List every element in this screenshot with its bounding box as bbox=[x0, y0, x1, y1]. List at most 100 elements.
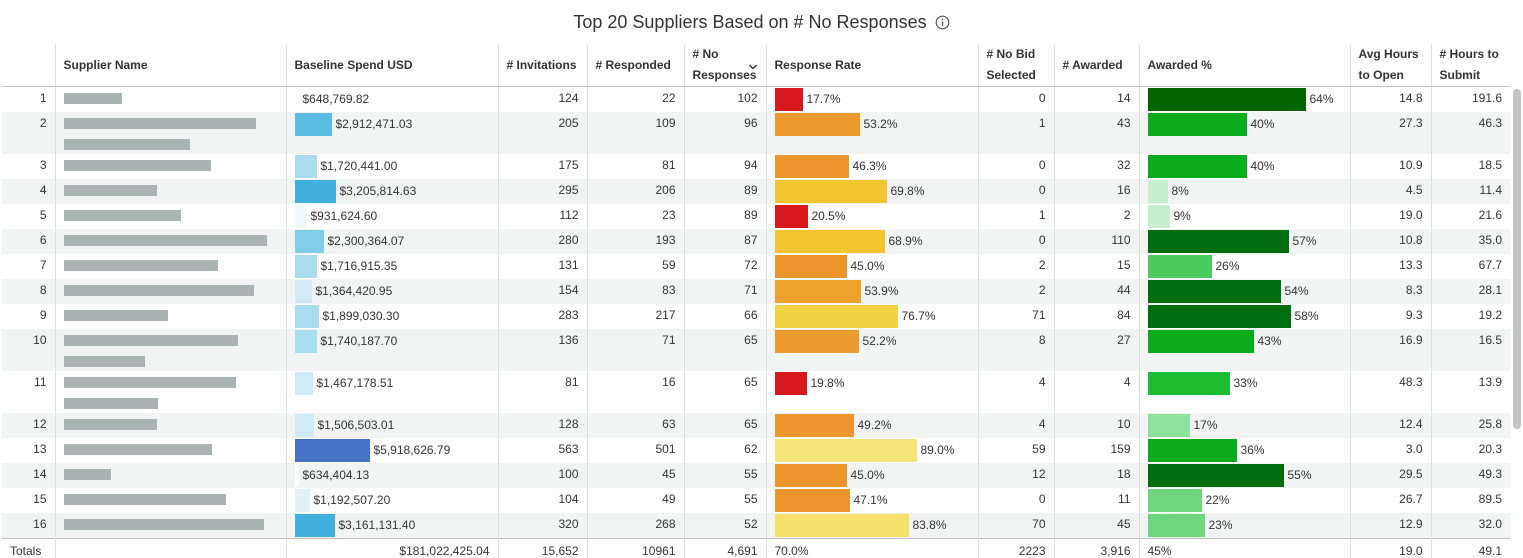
no-responses-cell-value: 65 bbox=[744, 375, 758, 389]
supplier-name-cell[interactable] bbox=[54, 513, 286, 539]
spend-cell-bar bbox=[294, 372, 313, 395]
column-header-label: # No Bid Selected bbox=[986, 47, 1036, 82]
awarded-cell-value: 27 bbox=[1117, 333, 1131, 347]
spend-cell: $1,716,915.35 bbox=[285, 254, 498, 279]
table-row[interactable]: 1 $648,769.82 124 22 102 17.7% 0 14 64% 14.8 191.6 bbox=[2, 86, 1510, 112]
awarded-cell-value: 2 bbox=[1123, 208, 1131, 222]
spend-cell-bar bbox=[294, 489, 310, 512]
header-row: Supplier Name Baseline Spend USD # Invitat… bbox=[2, 44, 1510, 87]
response-rate-cell-label: 83.8% bbox=[912, 518, 947, 532]
column-header-supplier[interactable]: Supplier Name bbox=[54, 44, 286, 87]
no-bid-cell: 70 bbox=[977, 513, 1054, 539]
table-row[interactable]: 3 $1,720,441.00 175 81 94 46.3% 0 32 40% 10.9 18.5 bbox=[2, 154, 1510, 179]
column-header-avg-hours[interactable]: Avg Hours to Open bbox=[1349, 44, 1431, 87]
awarded-cell: 14 bbox=[1053, 86, 1139, 112]
responded-cell-value: 22 bbox=[662, 91, 676, 105]
awarded-pct-cell-label: 23% bbox=[1208, 518, 1233, 532]
awarded-pct-cell: 17% bbox=[1138, 413, 1350, 438]
invitations-cell-value: 128 bbox=[558, 417, 579, 431]
awarded-cell-value: 14 bbox=[1117, 91, 1131, 105]
responded-cell-value: 59 bbox=[662, 258, 676, 272]
table-row[interactable]: 5 $931,624.60 112 23 89 20.5% 1 2 9% 19.0 21.6 bbox=[2, 204, 1510, 229]
no-bid-cell: 4 bbox=[977, 371, 1054, 413]
response-rate-cell: 76.7% bbox=[765, 304, 978, 329]
spend-cell: $1,899,030.30 bbox=[285, 304, 498, 329]
supplier-name-cell[interactable] bbox=[54, 438, 286, 463]
table-row[interactable]: 8 $1,364,420.95 154 83 71 53.9% 2 44 54% 8.3 28.1 bbox=[2, 279, 1510, 304]
table-row[interactable]: 15 $1,192,507.20 104 49 55 47.1% 0 11 22% 26.7 89.… bbox=[2, 488, 1510, 513]
supplier-name-cell[interactable] bbox=[54, 204, 286, 229]
spend-cell-label: $3,205,814.63 bbox=[339, 184, 417, 198]
table-row[interactable]: 12 $1,506,503.01 128 63 65 49.2% 4 10 17% 12.4 25.… bbox=[2, 413, 1510, 438]
response-rate-cell: 53.2% bbox=[765, 112, 978, 154]
spend-cell-label: $1,364,420.95 bbox=[315, 284, 393, 298]
awarded-cell: 11 bbox=[1053, 488, 1139, 513]
spend-cell-label: $648,769.82 bbox=[302, 92, 370, 106]
no-responses-cell: 65 bbox=[683, 413, 766, 438]
avg-hours-cell-value: 48.3 bbox=[1399, 375, 1423, 389]
table-row[interactable]: 2 $2,912,471.03 205 109 96 53.2% 1 43 40% 27.3 46.… bbox=[2, 112, 1510, 154]
awarded-pct-cell-bar bbox=[1147, 489, 1202, 512]
vertical-scrollbar[interactable] bbox=[1513, 89, 1521, 429]
supplier-name-cell[interactable] bbox=[54, 413, 286, 438]
responded-cell-value: 16 bbox=[662, 375, 676, 389]
no-bid-cell-value: 71 bbox=[1032, 308, 1046, 322]
supplier-name-cell[interactable] bbox=[54, 488, 286, 513]
column-header-responded[interactable]: # Responded bbox=[586, 44, 684, 87]
invitations-cell-value: 154 bbox=[558, 283, 579, 297]
hours-submit-cell-value: 13.9 bbox=[1478, 375, 1502, 389]
responded-cell: 63 bbox=[586, 413, 684, 438]
response-rate-cell: 49.2% bbox=[765, 413, 978, 438]
info-circle-icon[interactable] bbox=[935, 15, 950, 30]
no-responses-cell-value: 55 bbox=[744, 467, 758, 481]
awarded-cell: 15 bbox=[1053, 254, 1139, 279]
supplier-name-cell[interactable] bbox=[54, 86, 286, 112]
no-bid-cell: 12 bbox=[977, 463, 1054, 488]
awarded-pct-cell-bar bbox=[1147, 180, 1168, 203]
awarded-pct-cell-label: 55% bbox=[1287, 468, 1312, 482]
supplier-name-cell[interactable] bbox=[54, 229, 286, 254]
responded-cell-value: 45 bbox=[662, 467, 676, 481]
response-rate-cell: 20.5% bbox=[765, 204, 978, 229]
supplier-name-cell[interactable] bbox=[54, 279, 286, 304]
table-row[interactable]: 10 $1,740,187.70 136 71 65 52.2% 8 27 43% 16.9 16.… bbox=[2, 329, 1510, 371]
table-row[interactable]: 13 $5,918,626.79 563 501 62 89.0% 59 159 36% 3.0 2… bbox=[2, 438, 1510, 463]
spend-cell-label: $5,918,626.79 bbox=[373, 443, 451, 457]
avg-hours-cell-value: 12.4 bbox=[1399, 417, 1423, 431]
supplier-name-cell[interactable] bbox=[54, 112, 286, 154]
column-header-response-rate[interactable]: Response Rate bbox=[765, 44, 978, 87]
spend-cell-label: $1,899,030.30 bbox=[322, 309, 400, 323]
supplier-name-cell[interactable] bbox=[54, 154, 286, 179]
redacted-supplier-name bbox=[63, 398, 158, 409]
responded-cell: 23 bbox=[586, 204, 684, 229]
table-row[interactable]: 7 $1,716,915.35 131 59 72 45.0% 2 15 26% 13.3 67.7 bbox=[2, 254, 1510, 279]
awarded-pct-cell-bar bbox=[1147, 305, 1291, 328]
avg-hours-cell-value: 9.3 bbox=[1405, 308, 1423, 322]
table-row[interactable]: 6 $2,300,364.07 280 193 87 68.9% 0 110 57% 10.8 35… bbox=[2, 229, 1510, 254]
hours-submit-cell: 28.1 bbox=[1430, 279, 1510, 304]
avg-hours-cell: 27.3 bbox=[1349, 112, 1431, 154]
supplier-name-cell[interactable] bbox=[54, 463, 286, 488]
column-header-no-responses[interactable]: # No Responses bbox=[683, 44, 766, 87]
invitations-cell-value: 124 bbox=[558, 91, 579, 105]
table-row[interactable]: 4 $3,205,814.63 295 206 89 69.8% 0 16 8% 4.5 11.4 bbox=[2, 179, 1510, 204]
column-header-awarded-pct[interactable]: Awarded % bbox=[1138, 44, 1350, 87]
column-header-no-bid[interactable]: # No Bid Selected bbox=[977, 44, 1054, 87]
supplier-name-cell[interactable] bbox=[54, 329, 286, 371]
chevron-down-icon[interactable] bbox=[748, 58, 758, 70]
column-header-idx[interactable] bbox=[2, 44, 55, 87]
table-row[interactable]: 9 $1,899,030.30 283 217 66 76.7% 71 84 58% 9.3 19.… bbox=[2, 304, 1510, 329]
column-header-invitations[interactable]: # Invitations bbox=[497, 44, 587, 87]
spend-cell-bar bbox=[294, 255, 317, 278]
table-row[interactable]: 16 $3,161,131.40 320 268 52 83.8% 70 45 23% 12.9 3… bbox=[2, 513, 1510, 539]
table-row[interactable]: 11 $1,467,178.51 81 16 65 19.8% 4 4 33% 48.3 13.9 bbox=[2, 371, 1510, 413]
table-row[interactable]: 14 $634,404.13 100 45 55 45.0% 12 18 55% 29.5 49.3 bbox=[2, 463, 1510, 488]
supplier-name-cell[interactable] bbox=[54, 254, 286, 279]
supplier-name-cell[interactable] bbox=[54, 304, 286, 329]
column-header-spend[interactable]: Baseline Spend USD bbox=[285, 44, 498, 87]
supplier-name-cell[interactable] bbox=[54, 371, 286, 413]
column-header-hours-submit[interactable]: # Hours to Submit bbox=[1430, 44, 1510, 87]
supplier-name-cell[interactable] bbox=[54, 179, 286, 204]
column-header-awarded[interactable]: # Awarded bbox=[1053, 44, 1139, 87]
invitations-cell: 128 bbox=[497, 413, 587, 438]
